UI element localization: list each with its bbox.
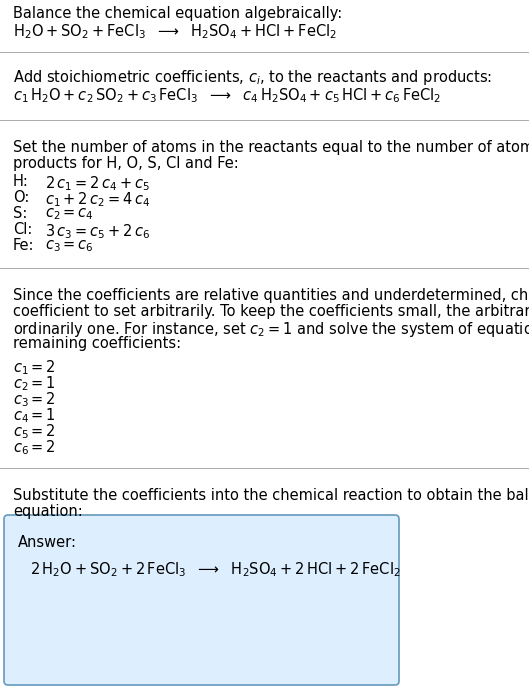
Text: $c_1 + 2\,c_2 = 4\,c_4$: $c_1 + 2\,c_2 = 4\,c_4$ (45, 190, 150, 209)
Text: products for H, O, S, Cl and Fe:: products for H, O, S, Cl and Fe: (13, 156, 239, 171)
Text: $2\,c_1 = 2\,c_4 + c_5$: $2\,c_1 = 2\,c_4 + c_5$ (45, 174, 150, 192)
Text: Since the coefficients are relative quantities and underdetermined, choose a: Since the coefficients are relative quan… (13, 288, 529, 303)
Text: coefficient to set arbitrarily. To keep the coefficients small, the arbitrary va: coefficient to set arbitrarily. To keep … (13, 304, 529, 319)
Text: $c_5 = 2$: $c_5 = 2$ (13, 422, 56, 440)
Text: Answer:: Answer: (18, 535, 77, 550)
Text: Substitute the coefficients into the chemical reaction to obtain the balanced: Substitute the coefficients into the che… (13, 488, 529, 503)
Text: Balance the chemical equation algebraically:: Balance the chemical equation algebraica… (13, 6, 342, 21)
Text: $3\,c_3 = c_5 + 2\,c_6$: $3\,c_3 = c_5 + 2\,c_6$ (45, 222, 150, 240)
Text: $c_4 = 1$: $c_4 = 1$ (13, 406, 56, 425)
Text: $c_2 = c_4$: $c_2 = c_4$ (45, 206, 94, 222)
Text: $c_3 = c_6$: $c_3 = c_6$ (45, 238, 94, 254)
Text: equation:: equation: (13, 504, 83, 519)
Text: $c_2 = 1$: $c_2 = 1$ (13, 374, 56, 393)
Text: Set the number of atoms in the reactants equal to the number of atoms in the: Set the number of atoms in the reactants… (13, 140, 529, 155)
Text: Fe:: Fe: (13, 238, 34, 253)
FancyBboxPatch shape (4, 515, 399, 685)
Text: $2\,\mathrm{H_2O} + \mathrm{SO_2} + 2\,\mathrm{FeCl_3}$  $\longrightarrow$  $\ma: $2\,\mathrm{H_2O} + \mathrm{SO_2} + 2\,\… (30, 560, 400, 578)
Text: S:: S: (13, 206, 28, 221)
Text: Cl:: Cl: (13, 222, 32, 237)
Text: O:: O: (13, 190, 30, 205)
Text: $c_6 = 2$: $c_6 = 2$ (13, 438, 56, 457)
Text: ordinarily one. For instance, set $c_2 = 1$ and solve the system of equations fo: ordinarily one. For instance, set $c_2 =… (13, 320, 529, 339)
Text: Add stoichiometric coefficients, $c_i$, to the reactants and products:: Add stoichiometric coefficients, $c_i$, … (13, 68, 492, 87)
Text: remaining coefficients:: remaining coefficients: (13, 336, 181, 351)
Text: $\mathrm{H_2O + SO_2 + FeCl_3}$  $\longrightarrow$  $\mathrm{H_2SO_4 + HCl + FeC: $\mathrm{H_2O + SO_2 + FeCl_3}$ $\longri… (13, 22, 337, 41)
Text: H:: H: (13, 174, 29, 189)
Text: $c_1\,\mathrm{H_2O} + c_2\,\mathrm{SO_2} + c_3\,\mathrm{FeCl_3}$  $\longrightarr: $c_1\,\mathrm{H_2O} + c_2\,\mathrm{SO_2}… (13, 86, 441, 104)
Text: $c_3 = 2$: $c_3 = 2$ (13, 390, 56, 409)
Text: $c_1 = 2$: $c_1 = 2$ (13, 358, 56, 376)
